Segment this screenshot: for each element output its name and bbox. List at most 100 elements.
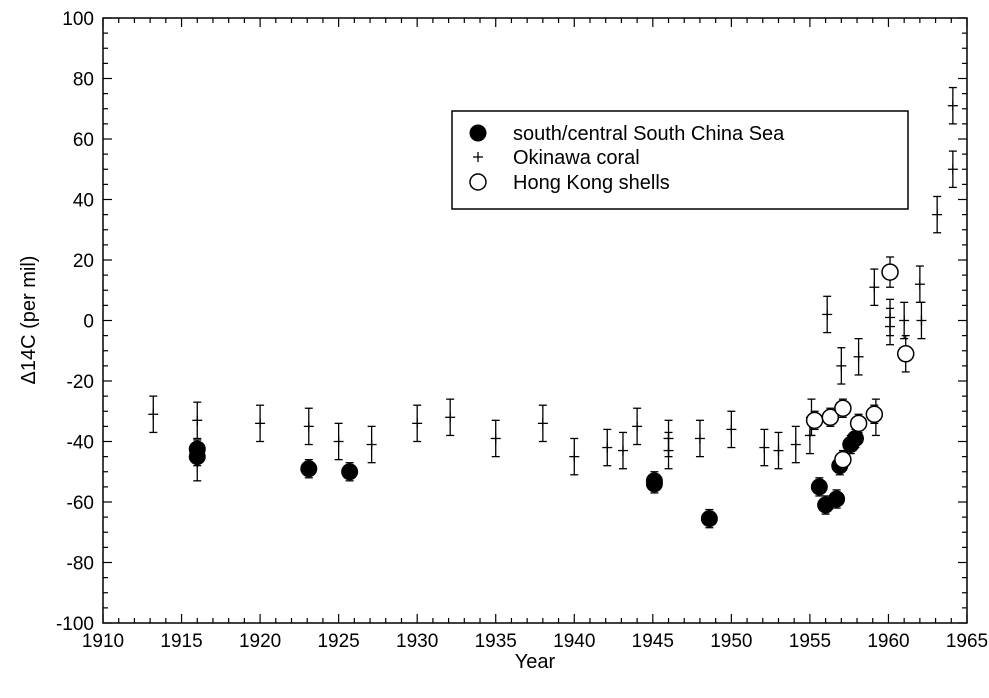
open-circle-marker [865, 405, 884, 424]
x-tick-label: 1955 [789, 631, 831, 652]
data-point [632, 407, 643, 446]
x-tick-label: 1960 [867, 631, 909, 652]
filled-circle-marker [341, 463, 359, 481]
x-axis-title: Year [515, 651, 556, 673]
series-plus [148, 86, 958, 482]
y-tick-label: -60 [67, 493, 94, 514]
data-point [602, 428, 613, 467]
data-point [300, 458, 318, 479]
data-point [537, 404, 548, 443]
data-point [805, 410, 824, 431]
data-point [834, 398, 852, 418]
open-circle-marker [881, 263, 899, 281]
filled-circle-marker [300, 460, 318, 478]
x-tick-label: 1920 [239, 631, 281, 652]
filled-circle-marker [810, 478, 828, 496]
filled-circle-marker [469, 124, 487, 142]
data-point [694, 419, 705, 458]
open-circle-marker [834, 450, 852, 469]
x-tick-label: 1945 [632, 631, 674, 652]
y-tick-label: 100 [62, 9, 94, 30]
data-point [822, 295, 833, 334]
data-point [885, 307, 896, 346]
data-point [333, 422, 344, 461]
data-point [914, 265, 925, 304]
x-tick-label: 1950 [710, 631, 752, 652]
filled-circle-marker [828, 490, 846, 508]
data-point [759, 428, 770, 467]
open-circle-marker [805, 411, 824, 430]
data-point [869, 268, 880, 307]
data-point [645, 474, 663, 494]
data-point [490, 419, 501, 458]
x-tick-label: 1935 [475, 631, 517, 652]
data-point [896, 334, 915, 373]
data-point [821, 407, 840, 428]
legend-box [451, 110, 909, 210]
open-circle-marker [821, 408, 840, 427]
legend-label: Okinawa coral [513, 147, 640, 169]
x-tick-label: 1915 [160, 631, 202, 652]
data-point [366, 425, 377, 464]
data-point [148, 395, 159, 434]
open-circle-marker [469, 173, 487, 191]
y-tick-label: -40 [67, 433, 94, 454]
data-point [726, 410, 737, 449]
data-point [569, 437, 580, 476]
x-tick-label: 1940 [553, 631, 595, 652]
y-tick-label: 20 [73, 251, 94, 272]
series-filled-circle [188, 428, 864, 529]
data-point [341, 462, 359, 482]
data-point [700, 508, 718, 529]
data-point [773, 431, 784, 470]
data-point [849, 413, 868, 434]
data-point [255, 404, 266, 443]
data-point [932, 195, 943, 234]
y-tick-label: 0 [83, 312, 94, 333]
x-tick-label: 1910 [82, 631, 124, 652]
data-point [916, 301, 927, 340]
data-point [865, 404, 884, 425]
data-point [899, 301, 910, 340]
y-tick-label: 40 [73, 191, 94, 212]
legend-label: south/central South China Sea [513, 123, 785, 145]
x-tick-label: 1930 [396, 631, 438, 652]
data-point [663, 431, 674, 470]
data-point [947, 86, 958, 125]
y-tick-label: 80 [73, 70, 94, 91]
filled-circle-marker [645, 475, 663, 493]
x-tick-label: 1965 [946, 631, 988, 652]
legend-label: Hong Kong shells [513, 172, 670, 194]
open-circle-marker [896, 345, 915, 363]
data-point [445, 398, 456, 437]
y-axis-title: Δ14C (per mil) [18, 256, 40, 385]
data-point [790, 425, 801, 464]
data-point [810, 477, 828, 497]
open-circle-marker [849, 414, 868, 433]
y-tick-label: -80 [67, 554, 94, 575]
data-point [947, 150, 958, 189]
data-point [853, 337, 864, 376]
axis-ticks: 1910 1915 1920 1925 1930 1935 1940 1945 1950 1955… [56, 9, 988, 652]
filled-circle-marker [188, 448, 206, 466]
data-point [303, 407, 314, 446]
y-tick-label: -20 [67, 372, 94, 393]
data-point [828, 489, 846, 509]
data-point [188, 446, 206, 467]
data-series [148, 86, 958, 529]
data-point [412, 404, 423, 443]
data-point [834, 449, 852, 470]
data-point [617, 431, 628, 470]
data-point [836, 347, 847, 385]
data-point [881, 256, 899, 288]
open-circle-marker [834, 399, 852, 417]
x-tick-label: 1925 [317, 631, 359, 652]
filled-circle-marker [700, 510, 718, 528]
plot-frame [102, 17, 968, 624]
series-open-circle [805, 256, 915, 470]
data-point [192, 401, 203, 440]
y-tick-label: 60 [73, 130, 94, 151]
y-tick-label: -100 [56, 614, 94, 635]
